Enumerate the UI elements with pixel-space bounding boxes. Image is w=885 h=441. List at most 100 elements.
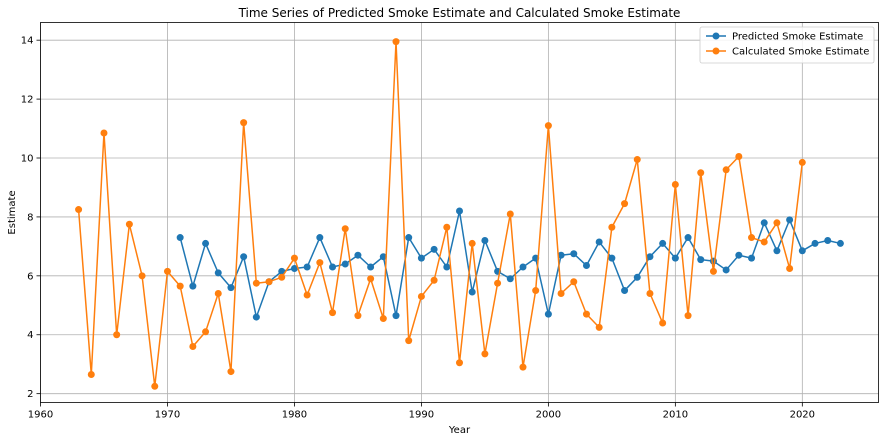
data-point [709, 267, 717, 275]
data-point [684, 234, 692, 242]
data-point [430, 276, 438, 284]
data-point [456, 207, 463, 215]
data-point [570, 250, 578, 258]
data-point [646, 253, 654, 261]
data-point [582, 310, 590, 318]
data-point [430, 245, 438, 253]
data-point [671, 181, 679, 189]
data-point [532, 287, 540, 295]
data-point [582, 262, 590, 270]
x-axis-label: Year [448, 425, 471, 436]
x-tick-label: 2020 [790, 410, 815, 421]
data-point [379, 253, 387, 261]
legend-box [699, 26, 875, 64]
data-point [506, 275, 514, 283]
y-axis-label: Estimate [7, 190, 18, 234]
y-tick-label: 14 [21, 36, 34, 47]
chart-title: Time Series of Predicted Smoke Estimate … [238, 6, 681, 20]
data-point [265, 278, 273, 286]
data-point [519, 363, 527, 371]
data-point [417, 292, 425, 300]
data-point [303, 291, 311, 299]
data-point [405, 234, 413, 242]
data-point [646, 290, 654, 298]
data-point [100, 129, 108, 137]
data-point [608, 223, 616, 231]
data-point [240, 253, 248, 261]
data-point [798, 158, 806, 166]
data-point [367, 275, 375, 283]
data-point [303, 263, 311, 271]
y-tick-label: 6 [27, 271, 33, 282]
series-predicted [176, 207, 844, 321]
data-point [227, 284, 235, 292]
data-point [494, 279, 502, 287]
data-point [417, 254, 425, 262]
legend-label-calculated: Calculated Smoke Estimate [732, 47, 869, 58]
data-point [354, 312, 362, 320]
data-point [278, 267, 286, 275]
data-point [519, 263, 527, 271]
series-line [77, 40, 804, 388]
data-point [570, 278, 578, 286]
data-point [671, 254, 679, 262]
data-point [659, 319, 667, 327]
data-point [290, 254, 298, 262]
data-point [595, 238, 603, 246]
data-point [709, 257, 717, 265]
series-layer [75, 38, 844, 390]
data-point [748, 254, 756, 262]
data-point [544, 310, 552, 318]
y-tick-label: 12 [21, 95, 34, 106]
data-point [392, 38, 400, 46]
data-point [202, 239, 210, 247]
data-point [468, 288, 476, 296]
data-point [798, 247, 806, 255]
data-point [824, 236, 832, 244]
data-point [214, 290, 222, 298]
data-point [163, 267, 171, 275]
data-point [341, 260, 349, 268]
x-tick-label: 1970 [155, 410, 180, 421]
x-tick-label: 1960 [28, 410, 53, 421]
axis-ticks: 1960 1970 1980 1990 2000 2010 2020 2 4 6 8 10 12 14 [21, 36, 815, 421]
data-point [125, 220, 133, 228]
x-tick-label: 2010 [663, 410, 688, 421]
data-point [697, 256, 705, 264]
data-point [621, 200, 629, 208]
data-point [214, 269, 222, 277]
series-calculated [75, 38, 806, 390]
data-point [202, 328, 210, 336]
plot-frame [40, 22, 879, 403]
legend: Predicted Smoke Estimate Calculated Smok… [699, 26, 875, 64]
data-point [151, 382, 159, 390]
y-tick-label: 2 [27, 389, 33, 400]
data-point [481, 236, 489, 244]
legend-marker-calculated [712, 47, 720, 55]
data-point [252, 313, 260, 321]
y-tick-label: 10 [21, 154, 34, 165]
data-point [506, 210, 514, 218]
data-point [633, 155, 641, 163]
data-point [621, 287, 629, 295]
data-point [760, 238, 768, 246]
data-point [189, 282, 197, 290]
data-point [659, 239, 667, 247]
data-point [113, 331, 121, 339]
data-point [456, 359, 463, 367]
data-point [329, 309, 337, 317]
x-tick-label: 2000 [536, 410, 561, 421]
y-tick-label: 4 [27, 330, 33, 341]
data-point [278, 273, 286, 281]
data-point [379, 315, 387, 323]
data-point [329, 263, 337, 271]
series-line [179, 210, 841, 318]
data-point [443, 263, 451, 271]
data-point [252, 279, 260, 287]
legend-label-predicted: Predicted Smoke Estimate [732, 32, 863, 43]
data-point [773, 219, 781, 227]
data-point [87, 371, 95, 379]
x-tick-label: 1990 [409, 410, 434, 421]
data-point [544, 122, 552, 130]
